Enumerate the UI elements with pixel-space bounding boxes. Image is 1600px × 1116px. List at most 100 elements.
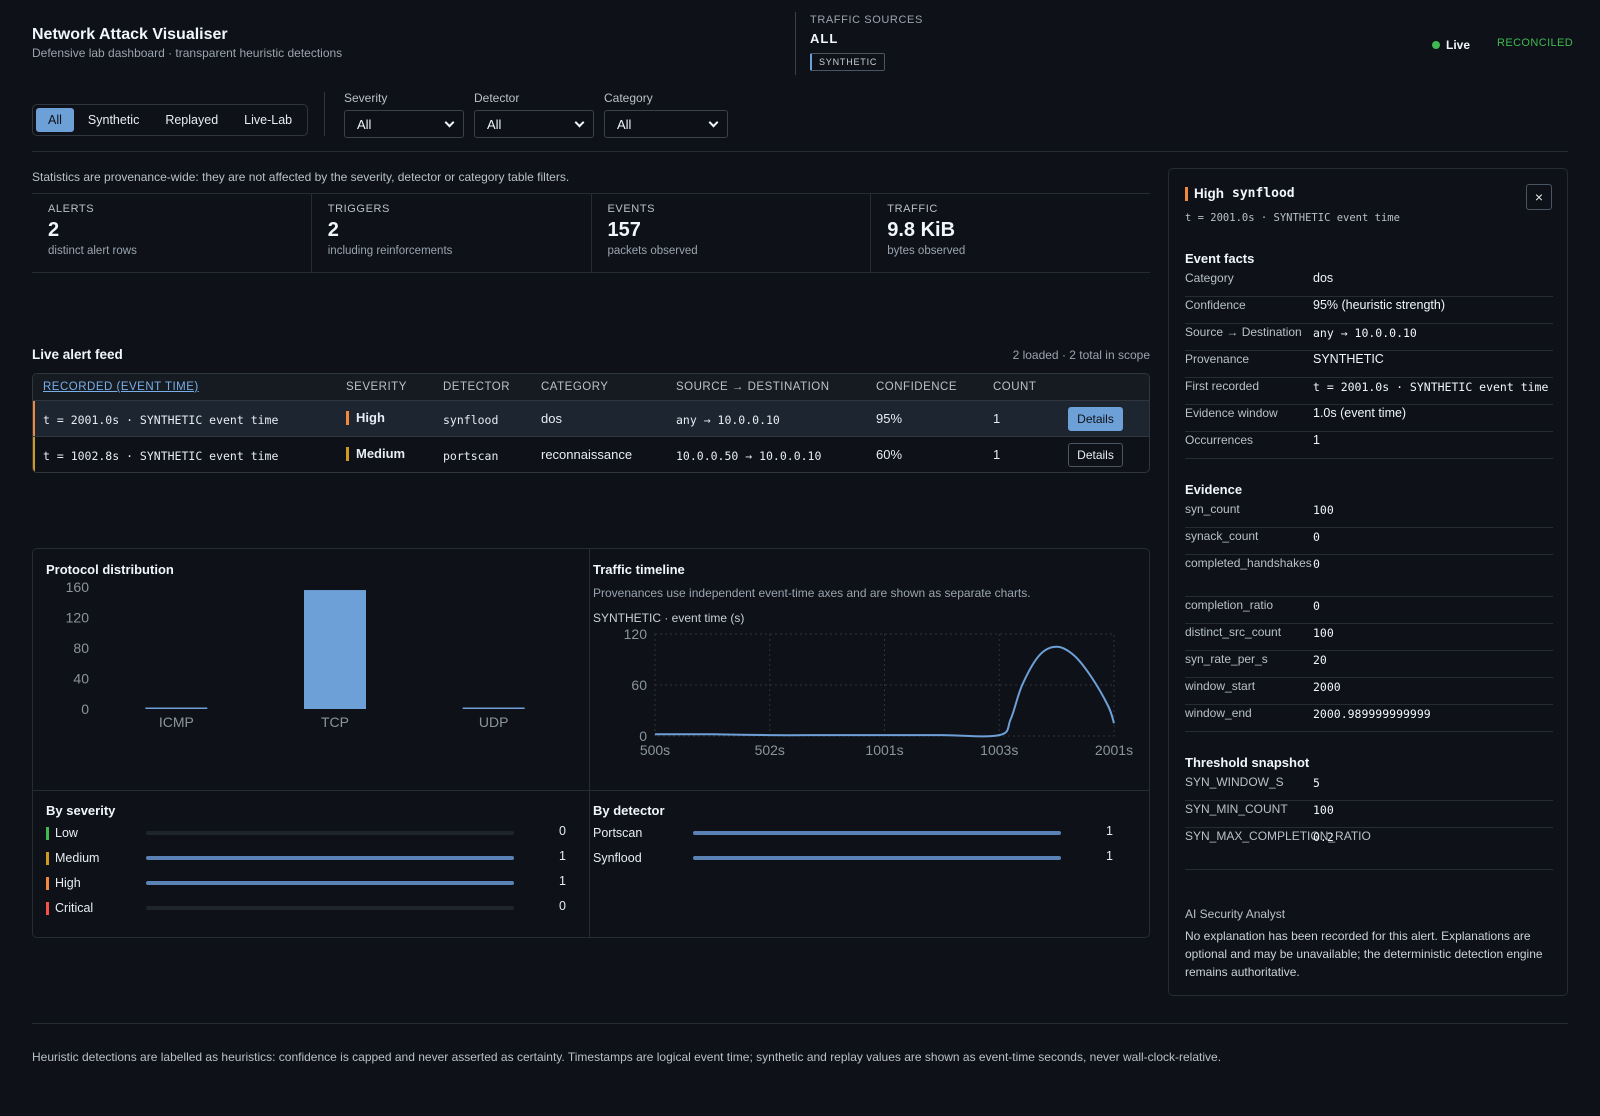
x-tick-label: 1003s <box>980 742 1018 758</box>
kv-key: Evidence window <box>1185 406 1278 420</box>
stat-sub: bytes observed <box>887 245 966 257</box>
threshold-title: Threshold snapshot <box>1185 755 1310 770</box>
kv-value: dos <box>1313 271 1334 285</box>
column-detector: DETECTOR <box>443 381 511 393</box>
traffic-sources-value: ALL <box>810 31 839 46</box>
event-facts-title: Event facts <box>1185 251 1255 266</box>
tab-live-lab[interactable]: Live-Lab <box>244 113 293 127</box>
feed-count: 2 loaded · 2 total in scope <box>1012 348 1150 362</box>
y-tick-label: 160 <box>66 579 90 595</box>
stat-label: TRAFFIC <box>887 203 938 215</box>
stat-alerts: ALERTS 2 distinct alert rows <box>32 194 311 272</box>
bar-udp[interactable] <box>462 707 525 710</box>
kv-value: 100 <box>1313 803 1334 817</box>
category-select[interactable]: All <box>604 110 728 138</box>
kv-key: syn_rate_per_s <box>1185 652 1268 666</box>
tab-synthetic[interactable]: Synthetic <box>87 113 140 127</box>
kv-value: 1.0s (event time) <box>1313 406 1407 420</box>
detector-chart: Portscan 1 Synflood 1 <box>593 823 1123 883</box>
x-tick-label: 502s <box>755 742 785 758</box>
stat-sub: including reinforcements <box>327 245 453 257</box>
kv-key: Source → Destination <box>1185 325 1302 339</box>
kv-row: completed_handshakes 0 <box>1185 555 1553 597</box>
detector-chart-title: By detector <box>593 803 665 818</box>
kv-key: syn_count <box>1185 502 1240 516</box>
detector-select[interactable]: All <box>474 110 594 138</box>
stat-label: TRIGGERS <box>327 203 390 215</box>
detector-select-value: All <box>487 116 502 132</box>
kv-key: SYN_MIN_COUNT <box>1185 802 1288 816</box>
kv-value: t = 2001.0s · SYNTHETIC event time <box>1313 380 1549 394</box>
close-button[interactable]: × <box>1526 184 1552 210</box>
kv-row: completion_ratio 0 <box>1185 597 1553 624</box>
kv-value: 5 <box>1313 776 1320 790</box>
reconciled-status: RECONCILED <box>1497 37 1574 49</box>
bar-value: 1 <box>1106 849 1113 863</box>
bar-row-medium: Medium 1 <box>46 848 576 868</box>
header-divider <box>32 151 1568 152</box>
alert-detail-panel: High synflood t = 2001.0s · SYNTHETIC ev… <box>1168 168 1568 996</box>
bar-value: 1 <box>1106 824 1113 838</box>
x-tick-label: UDP <box>479 714 509 730</box>
bar-row-synflood: Synflood 1 <box>593 848 1123 868</box>
bar-tcp[interactable] <box>304 590 366 709</box>
kv-value: 100 <box>1313 503 1334 517</box>
bar-track <box>693 831 1061 835</box>
table-header: RECORDED (EVENT TIME) SEVERITY DETECTOR … <box>33 374 1149 401</box>
kv-value: 20 <box>1313 653 1327 667</box>
severity-chart-title: By severity <box>46 803 116 818</box>
kv-value: 0 <box>1313 599 1320 613</box>
y-tick-label: 80 <box>73 640 89 656</box>
kv-value: 1 <box>1313 433 1320 447</box>
stat-traffic: TRAFFIC 9.8 KiB bytes observed <box>870 194 1150 272</box>
detail-header: High synflood <box>1185 187 1295 201</box>
details-button[interactable]: Details <box>1068 443 1123 467</box>
row-detector: synflood <box>443 413 499 427</box>
category-filter-label: Category <box>604 91 653 105</box>
severity-filter-label: Severity <box>344 91 388 105</box>
bar-track <box>146 831 514 835</box>
details-button[interactable]: Details <box>1068 407 1123 431</box>
charts-divider <box>33 790 1149 791</box>
stat-sub: packets observed <box>607 245 698 257</box>
severity-select[interactable]: All <box>344 110 464 138</box>
column-recorded[interactable]: RECORDED (EVENT TIME) <box>43 381 199 393</box>
tab-replayed[interactable]: Replayed <box>165 113 219 127</box>
stat-events: EVENTS 157 packets observed <box>590 194 871 272</box>
ai-analyst-title: AI Security Analyst <box>1185 907 1286 921</box>
kv-key: window_end <box>1185 706 1252 720</box>
chevron-down-icon <box>708 117 719 127</box>
table-row[interactable]: t = 1002.8s · SYNTHETIC event time Mediu… <box>33 437 1149 472</box>
stats-note: Statistics are provenance-wide: they are… <box>32 170 570 184</box>
x-tick-label: TCP <box>321 714 349 730</box>
detector-filter-label: Detector <box>474 91 520 105</box>
provenance-tabs: All Synthetic Replayed Live-Lab <box>32 104 309 136</box>
stat-triggers: TRIGGERS 2 including reinforcements <box>310 194 591 272</box>
bar-row-low: Low 0 <box>46 823 576 843</box>
detector-filter: Detector All <box>474 91 594 138</box>
stat-value: 9.8 KiB <box>887 219 956 241</box>
traffic-sources: TRAFFIC SOURCES ALL SYNTHETIC <box>795 12 923 75</box>
bar-fill <box>146 881 514 885</box>
charts-divider <box>589 549 590 937</box>
bar-track <box>146 856 514 860</box>
kv-key: completed_handshakes <box>1185 556 1312 570</box>
tab-all[interactable]: All <box>36 108 74 132</box>
kv-value: any → 10.0.0.10 <box>1313 326 1417 340</box>
kv-value: 2000 <box>1313 680 1341 694</box>
row-route: any → 10.0.0.10 <box>676 413 780 427</box>
timeline-chart-title: Traffic timeline <box>593 562 685 577</box>
y-tick-label: 120 <box>66 610 90 626</box>
kv-key: Occurrences <box>1185 433 1254 447</box>
detail-severity: High <box>1194 186 1224 201</box>
table-row[interactable]: t = 2001.0s · SYNTHETIC event time High … <box>33 401 1149 437</box>
bar-track <box>146 906 514 910</box>
kv-row: window_start 2000 <box>1185 678 1553 705</box>
live-indicator: Live <box>1432 38 1470 52</box>
bar-row-high: High 1 <box>46 873 576 893</box>
severity-filter: Severity All <box>344 91 464 138</box>
bar-icmp[interactable] <box>145 707 208 710</box>
bar-value: 0 <box>559 824 566 838</box>
kv-row: SYN_MIN_COUNT 100 <box>1185 801 1553 828</box>
y-tick-label: 40 <box>73 671 89 687</box>
